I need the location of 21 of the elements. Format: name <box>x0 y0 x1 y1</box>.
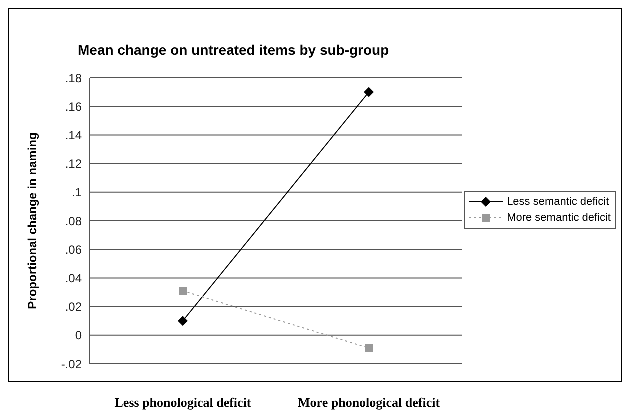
legend-label: More semantic deficit <box>507 211 611 226</box>
y-tick-label: .12 <box>65 157 82 172</box>
x-tick-label: More phonological deficit <box>298 395 441 410</box>
y-tick-label: .1 <box>72 186 82 200</box>
y-tick-label: .18 <box>65 71 82 86</box>
y-tick-label: .04 <box>65 271 82 286</box>
y-tick-label: .08 <box>65 214 82 228</box>
y-tick-label: .06 <box>65 242 82 257</box>
point <box>365 344 374 352</box>
y-tick-label: .16 <box>65 100 82 114</box>
point <box>178 316 188 326</box>
y-axis-title: Proportional change in naming <box>25 132 40 310</box>
chart-title: Mean change on untreated items by sub-group <box>78 42 390 58</box>
y-tick-label: -.02 <box>61 357 82 372</box>
legend-label: Less semantic deficit <box>507 195 610 210</box>
y-tick-label: .02 <box>65 300 82 314</box>
y-tick-label: 0 <box>75 328 82 343</box>
y-tick-label: .14 <box>65 128 82 142</box>
point <box>179 287 188 296</box>
x-tick-label: Less phonological deficit <box>114 395 252 410</box>
point <box>364 87 374 98</box>
